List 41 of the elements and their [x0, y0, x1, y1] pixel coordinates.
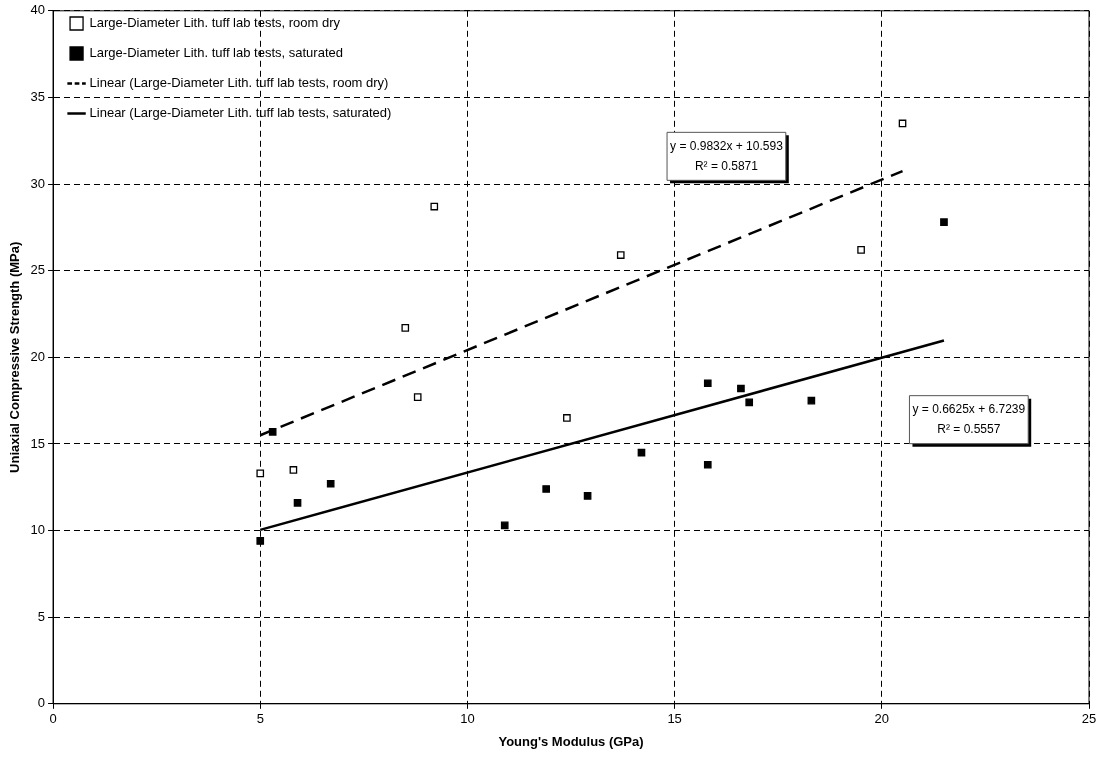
point: [563, 414, 571, 422]
point: [268, 427, 277, 436]
point: [289, 466, 298, 474]
y-tick-label: 35: [30, 89, 46, 104]
point: [500, 521, 509, 530]
x-tick-label: 15: [667, 711, 682, 727]
y-tick-label: 40: [30, 2, 46, 18]
point: [430, 202, 439, 211]
point: [703, 460, 712, 469]
x-tick-label: 25: [1081, 711, 1097, 727]
point: [737, 384, 745, 393]
y-axis-title: Uniaxial Compressive Strength (MPa): [7, 241, 23, 473]
point: [940, 218, 948, 226]
y-tick-label: 20: [30, 348, 46, 364]
point: [745, 398, 754, 407]
x-tick-label: 10: [460, 711, 475, 727]
point: [256, 469, 265, 478]
point: [293, 499, 302, 507]
point: [326, 479, 335, 488]
y-tick-label: 0: [37, 695, 46, 711]
point: [542, 485, 550, 493]
point: [857, 246, 865, 254]
point: [256, 537, 265, 545]
annotation: y = 0.6625x + 6.7239 R² = 0.5557: [912, 401, 1026, 436]
point: [703, 379, 712, 388]
y-tick-label: 25: [30, 262, 46, 278]
x-tick-label: 0: [49, 711, 57, 727]
y-tick-label: 30: [30, 175, 46, 191]
point: [616, 251, 625, 259]
y-tick-label: 10: [30, 522, 46, 538]
y-tick-label: 15: [30, 435, 46, 451]
legend-label: Large-Diameter Lith. tuff lab tests, room dry: [89, 15, 341, 31]
point: [583, 492, 592, 500]
x-tick-label: 5: [256, 711, 264, 727]
x-axis-title: Young's Modulus (GPa): [498, 733, 644, 749]
legend-label: Large-Diameter Lith. tuff lab tests, saturated: [89, 45, 343, 61]
annotation: y = 0.9832x + 10.593 R² = 0.5871: [670, 138, 784, 173]
y-tick-label: 5: [37, 608, 46, 624]
x-tick-label: 20: [874, 711, 890, 727]
point: [401, 324, 410, 332]
point: [413, 393, 422, 401]
